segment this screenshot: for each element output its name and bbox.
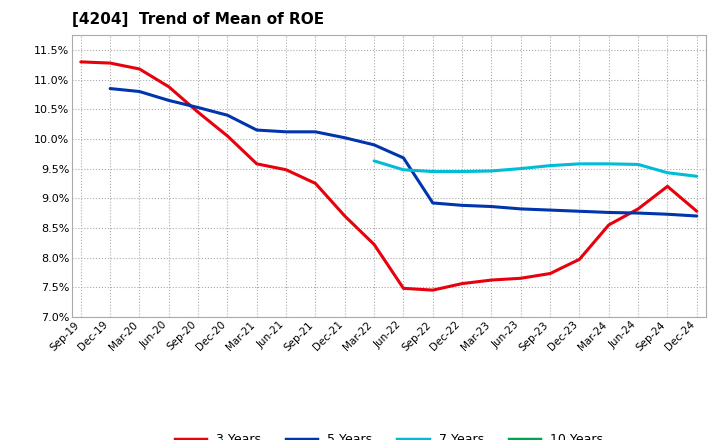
Text: [4204]  Trend of Mean of ROE: [4204] Trend of Mean of ROE (72, 12, 324, 27)
Legend: 3 Years, 5 Years, 7 Years, 10 Years: 3 Years, 5 Years, 7 Years, 10 Years (170, 429, 608, 440)
